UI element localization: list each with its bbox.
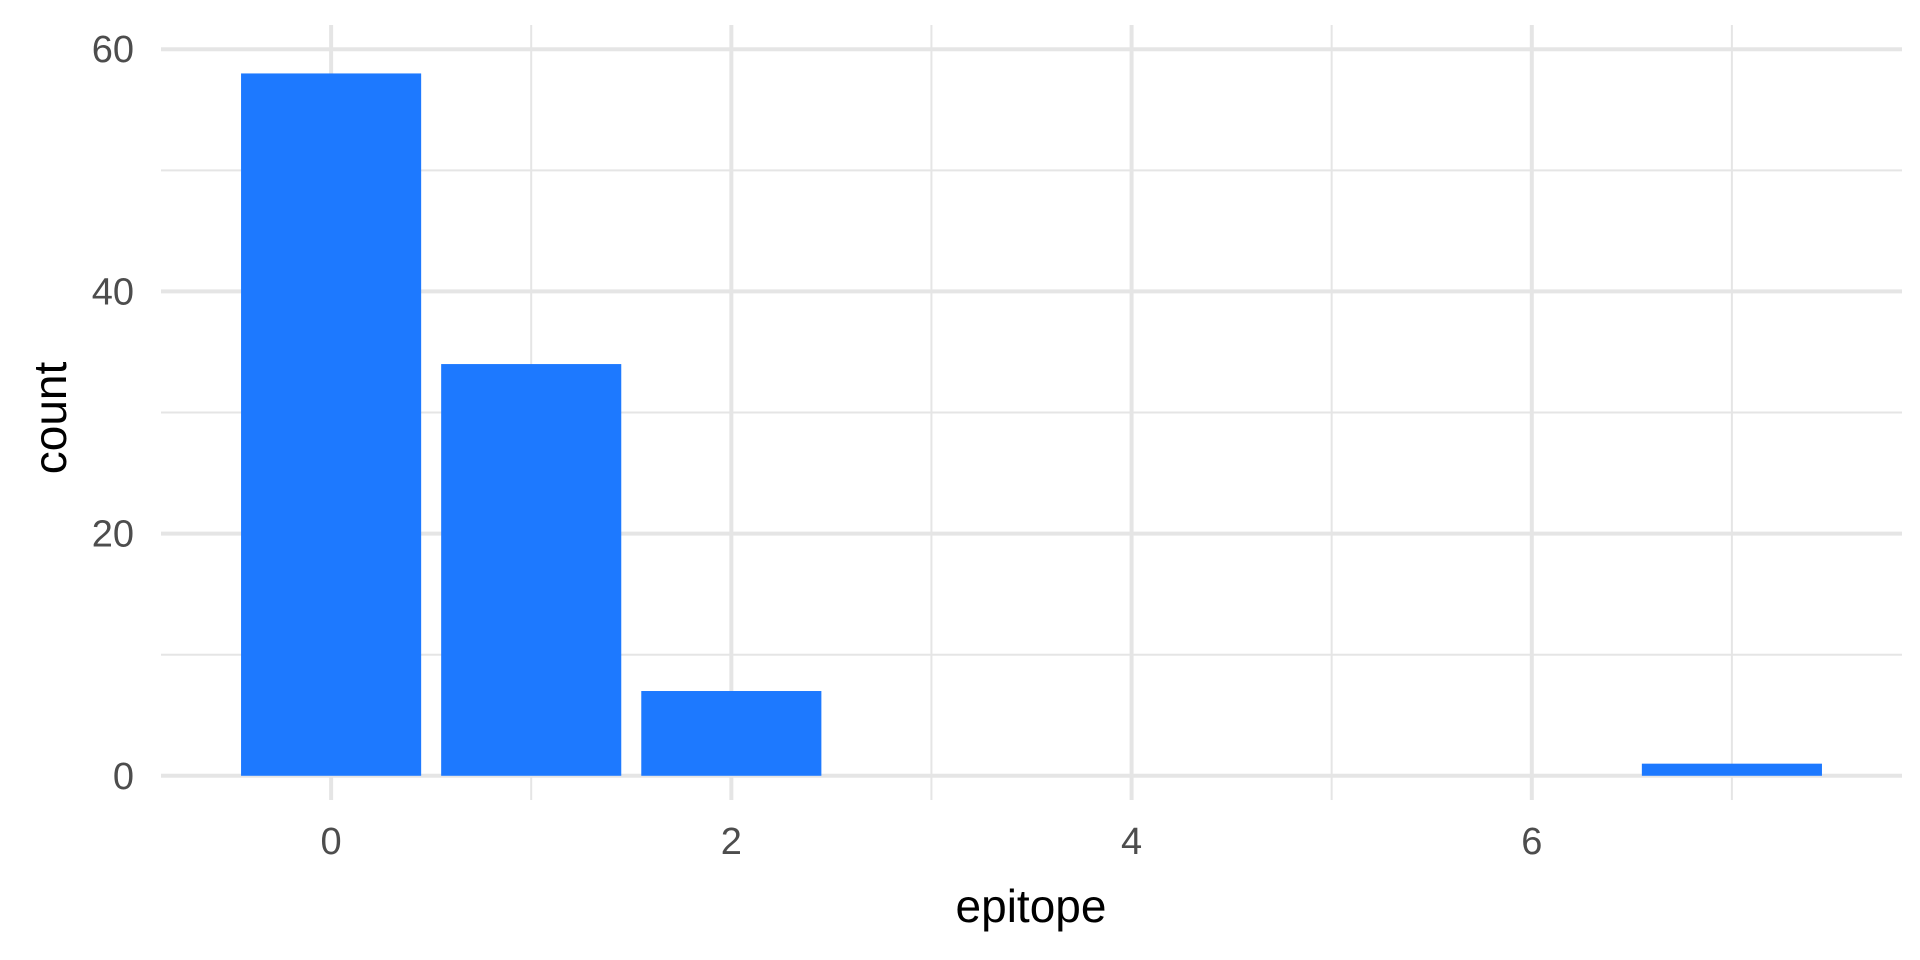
x-tick-label: 2 — [721, 821, 742, 863]
y-tick-label: 40 — [92, 271, 134, 313]
y-tick-label: 60 — [92, 29, 134, 71]
bar-epitope-2 — [641, 691, 822, 776]
bar-epitope-0 — [241, 73, 422, 776]
bars — [241, 73, 1822, 776]
x-tick-label: 4 — [1121, 821, 1142, 863]
x-axis-title: epitope — [956, 880, 1107, 932]
x-axis-tick-labels: 0 2 4 6 — [321, 821, 1543, 863]
y-tick-label: 20 — [92, 514, 134, 556]
y-tick-label: 0 — [113, 756, 134, 798]
x-tick-label: 6 — [1521, 821, 1542, 863]
bar-epitope-7 — [1641, 763, 1822, 776]
x-tick-label: 0 — [321, 821, 342, 863]
y-axis-title: count — [24, 362, 76, 475]
bar-epitope-1 — [441, 364, 622, 776]
grid-lines — [161, 25, 1902, 800]
y-axis-tick-labels: 0 20 40 60 — [92, 29, 134, 798]
